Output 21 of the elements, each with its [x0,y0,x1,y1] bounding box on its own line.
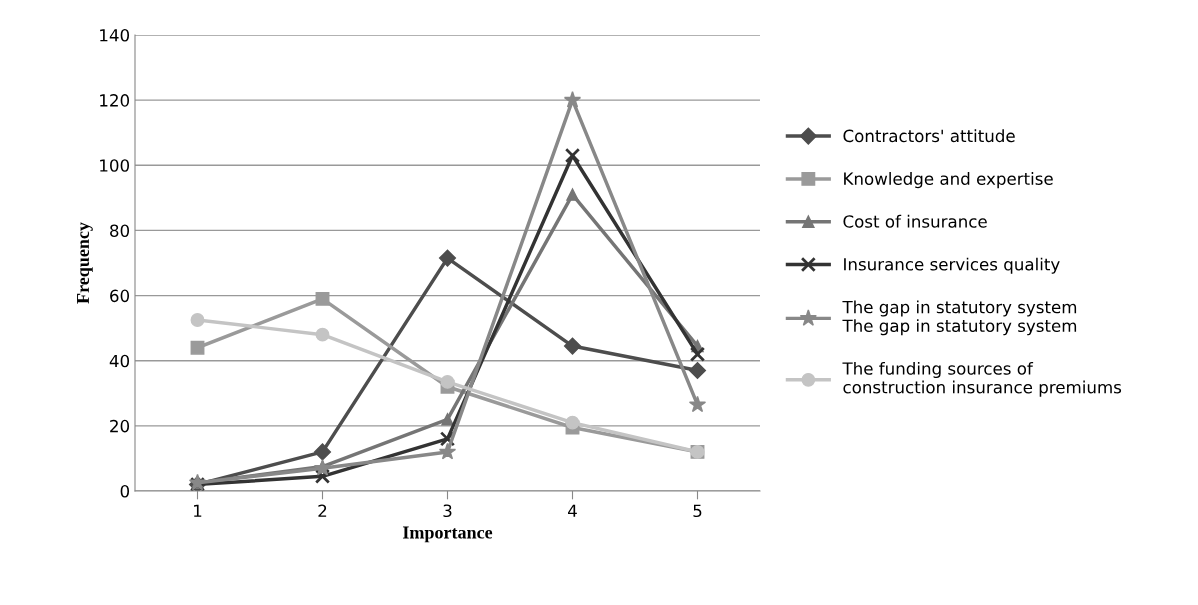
legend-label: Contractors' attitude [843,129,1015,143]
x-tick-label: 2 [318,504,327,517]
y-tick-label: 100 [100,159,130,172]
x-axis-title: Importance [402,526,493,543]
legend-label: The funding sources of construction insurance premiums [842,361,1122,397]
y-tick-label: 20 [110,419,130,433]
legend-label: Cost of insurance [843,214,987,228]
legend-label: Insurance services quality [844,257,1060,274]
y-tick-label: 120 [100,94,130,107]
x-tick-label: 4 [568,504,577,517]
y-tick-label: 80 [110,224,130,237]
y-tick-label: 40 [109,354,130,368]
y-tick-label: 0 [120,484,130,498]
legend-label: Knowledge and expertise [844,172,1053,189]
y-axis-title: Frequency [77,222,93,304]
legend-label: The gap in statutory system The gap in statutory system [842,300,1077,336]
x-tick-label: 3 [443,504,452,518]
y-tick-label: 60 [110,289,130,303]
x-tick-label: 1 [194,504,202,517]
y-tick-label: 140 [100,28,130,42]
x-tick-label: 5 [693,504,702,518]
